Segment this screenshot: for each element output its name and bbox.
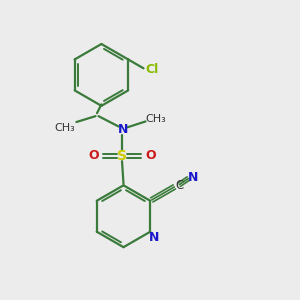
- Text: S: S: [117, 149, 127, 163]
- Text: O: O: [145, 149, 156, 162]
- Text: CH₃: CH₃: [145, 114, 166, 124]
- Text: N: N: [118, 123, 129, 136]
- Text: Cl: Cl: [145, 63, 158, 76]
- Text: CH₃: CH₃: [55, 123, 76, 133]
- Text: C: C: [176, 179, 184, 192]
- Text: N: N: [148, 230, 159, 244]
- Text: N: N: [188, 171, 199, 184]
- Text: O: O: [88, 149, 99, 162]
